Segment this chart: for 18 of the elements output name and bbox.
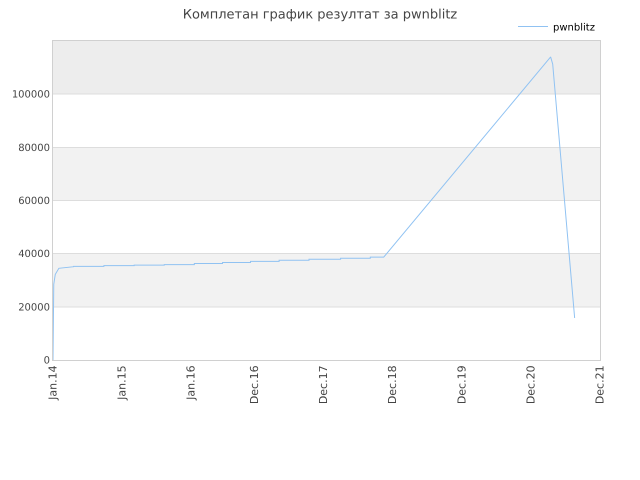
y-tick-label: 20000 (18, 302, 50, 314)
x-tick-label: Dec.20 (524, 365, 538, 404)
x-tick-label: Jan.15 (116, 365, 129, 401)
x-tick-label: Dec.18 (386, 365, 400, 404)
legend-label: pwnblitz (553, 22, 595, 34)
chart-title: Комплетан график резултат за pwnblitz (182, 8, 458, 23)
y-tick-label: 60000 (18, 196, 50, 207)
x-tick-label: Jan.16 (184, 365, 198, 401)
x-tick-label: Dec.21 (594, 365, 607, 404)
line-series (53, 56, 576, 360)
x-tick-label: Dec.16 (248, 365, 262, 404)
x-tick-label: Dec.19 (455, 365, 468, 404)
x-tick-label: Jan.14 (46, 365, 60, 401)
y-tick-label: 0 (44, 356, 50, 366)
x-tick-label: Dec.17 (317, 365, 330, 404)
y-tick-label: 80000 (18, 142, 50, 154)
y-tick-label: 100000 (12, 90, 50, 101)
y-tick-label: 40000 (18, 249, 50, 260)
